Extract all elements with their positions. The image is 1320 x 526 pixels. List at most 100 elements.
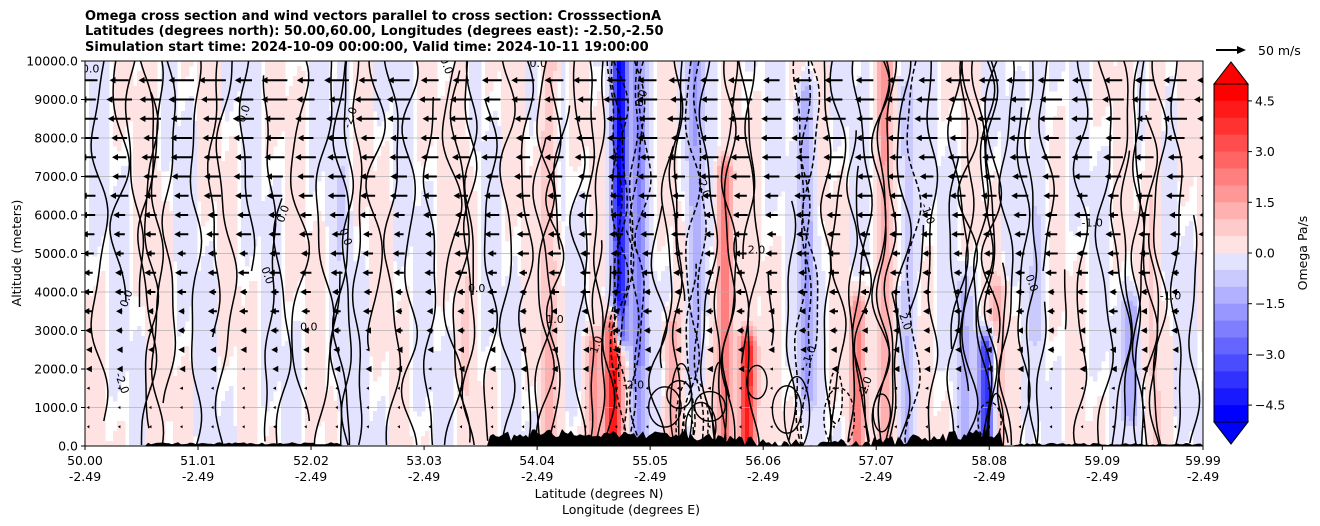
omega-field-cell — [201, 221, 206, 227]
omega-field-cell — [201, 91, 206, 97]
omega-field-cell — [85, 406, 90, 412]
omega-field-cell — [241, 76, 246, 82]
omega-field-cell — [261, 211, 266, 217]
omega-field-cell — [253, 216, 258, 222]
omega-field-cell — [329, 176, 334, 182]
omega-field-cell — [385, 211, 390, 217]
omega-field-cell — [369, 156, 374, 162]
omega-field-cell — [265, 101, 270, 107]
omega-field-cell — [213, 101, 218, 107]
omega-field-cell — [289, 271, 294, 277]
omega-field-cell — [317, 141, 322, 147]
omega-field-cell — [193, 236, 198, 242]
omega-field-cell — [149, 416, 154, 422]
omega-field-cell — [229, 421, 234, 427]
omega-field-cell — [141, 276, 146, 282]
omega-field-cell — [297, 356, 302, 362]
omega-field-cell — [197, 401, 202, 407]
omega-field-cell — [289, 126, 294, 132]
omega-field-cell — [341, 316, 346, 322]
omega-field-cell — [97, 311, 102, 317]
omega-field-cell — [401, 336, 406, 342]
omega-field-cell — [97, 116, 102, 122]
omega-field-cell — [225, 101, 230, 107]
omega-field-cell — [141, 211, 146, 217]
omega-field-cell — [125, 81, 130, 87]
omega-field-cell — [389, 421, 394, 427]
omega-field-cell — [317, 116, 322, 122]
omega-field-cell — [181, 411, 186, 417]
omega-field-cell — [153, 246, 158, 252]
omega-field-cell — [129, 76, 134, 82]
omega-field-cell — [213, 76, 218, 82]
omega-field-cell — [289, 391, 294, 397]
omega-field-cell — [321, 231, 326, 237]
omega-field-cell — [233, 151, 238, 157]
omega-field-cell — [253, 201, 258, 207]
omega-field-cell — [197, 196, 202, 202]
omega-field-cell — [245, 301, 250, 307]
omega-field-cell — [265, 371, 270, 377]
omega-field-cell — [285, 126, 290, 132]
omega-field-cell — [157, 376, 162, 382]
omega-field-cell — [357, 136, 362, 142]
omega-field-cell — [261, 351, 266, 357]
omega-field-cell — [381, 406, 386, 412]
omega-field-cell — [329, 221, 334, 227]
omega-field-cell — [341, 331, 346, 337]
omega-field-cell — [113, 291, 118, 297]
omega-field-cell — [149, 276, 154, 282]
omega-field-cell — [253, 316, 258, 322]
omega-field-cell — [369, 226, 374, 232]
omega-field-cell — [149, 411, 154, 417]
omega-field-cell — [193, 181, 198, 187]
omega-field-cell — [121, 191, 126, 197]
omega-field-cell — [345, 226, 350, 232]
omega-field-cell — [209, 396, 214, 402]
omega-field-cell — [161, 301, 166, 307]
omega-field-cell — [341, 301, 346, 307]
omega-field-cell — [265, 216, 270, 222]
omega-field-cell — [357, 291, 362, 297]
omega-field-cell — [289, 286, 294, 292]
omega-field-cell — [137, 201, 142, 207]
omega-field-cell — [305, 356, 310, 362]
omega-field-cell — [121, 106, 126, 112]
omega-field-cell — [373, 421, 378, 427]
omega-field-cell — [225, 356, 230, 362]
omega-field-cell — [205, 71, 210, 77]
omega-field-cell — [177, 426, 182, 432]
omega-field-cell — [401, 421, 406, 427]
omega-field-cell — [125, 326, 130, 332]
omega-field-cell — [253, 406, 258, 412]
omega-field-cell — [393, 341, 398, 347]
omega-field-cell — [365, 166, 370, 172]
omega-field-cell — [249, 351, 254, 357]
omega-field-cell — [265, 346, 270, 352]
omega-field-cell — [273, 191, 278, 197]
omega-field-cell — [385, 316, 390, 322]
omega-field-cell — [241, 121, 246, 127]
omega-field-cell — [101, 151, 106, 157]
omega-field-cell — [373, 291, 378, 297]
omega-field-cell — [209, 201, 214, 207]
omega-field-cell — [341, 336, 346, 342]
omega-field-cell — [401, 101, 406, 107]
omega-field-cell — [293, 431, 298, 437]
omega-field-cell — [289, 156, 294, 162]
omega-field-cell — [161, 156, 166, 162]
omega-field-cell — [361, 166, 366, 172]
omega-field-cell — [97, 161, 102, 167]
omega-field-cell — [257, 96, 262, 102]
omega-field-cell — [293, 391, 298, 397]
omega-field-cell — [109, 231, 114, 237]
omega-field-cell — [213, 351, 218, 357]
omega-field-cell — [241, 146, 246, 152]
omega-field-cell — [229, 331, 234, 337]
omega-field-cell — [157, 371, 162, 377]
omega-field-cell — [397, 206, 402, 212]
omega-field-cell — [141, 441, 146, 446]
omega-field-cell — [341, 406, 346, 412]
omega-field-cell — [165, 281, 170, 287]
omega-field-cell — [317, 176, 322, 182]
